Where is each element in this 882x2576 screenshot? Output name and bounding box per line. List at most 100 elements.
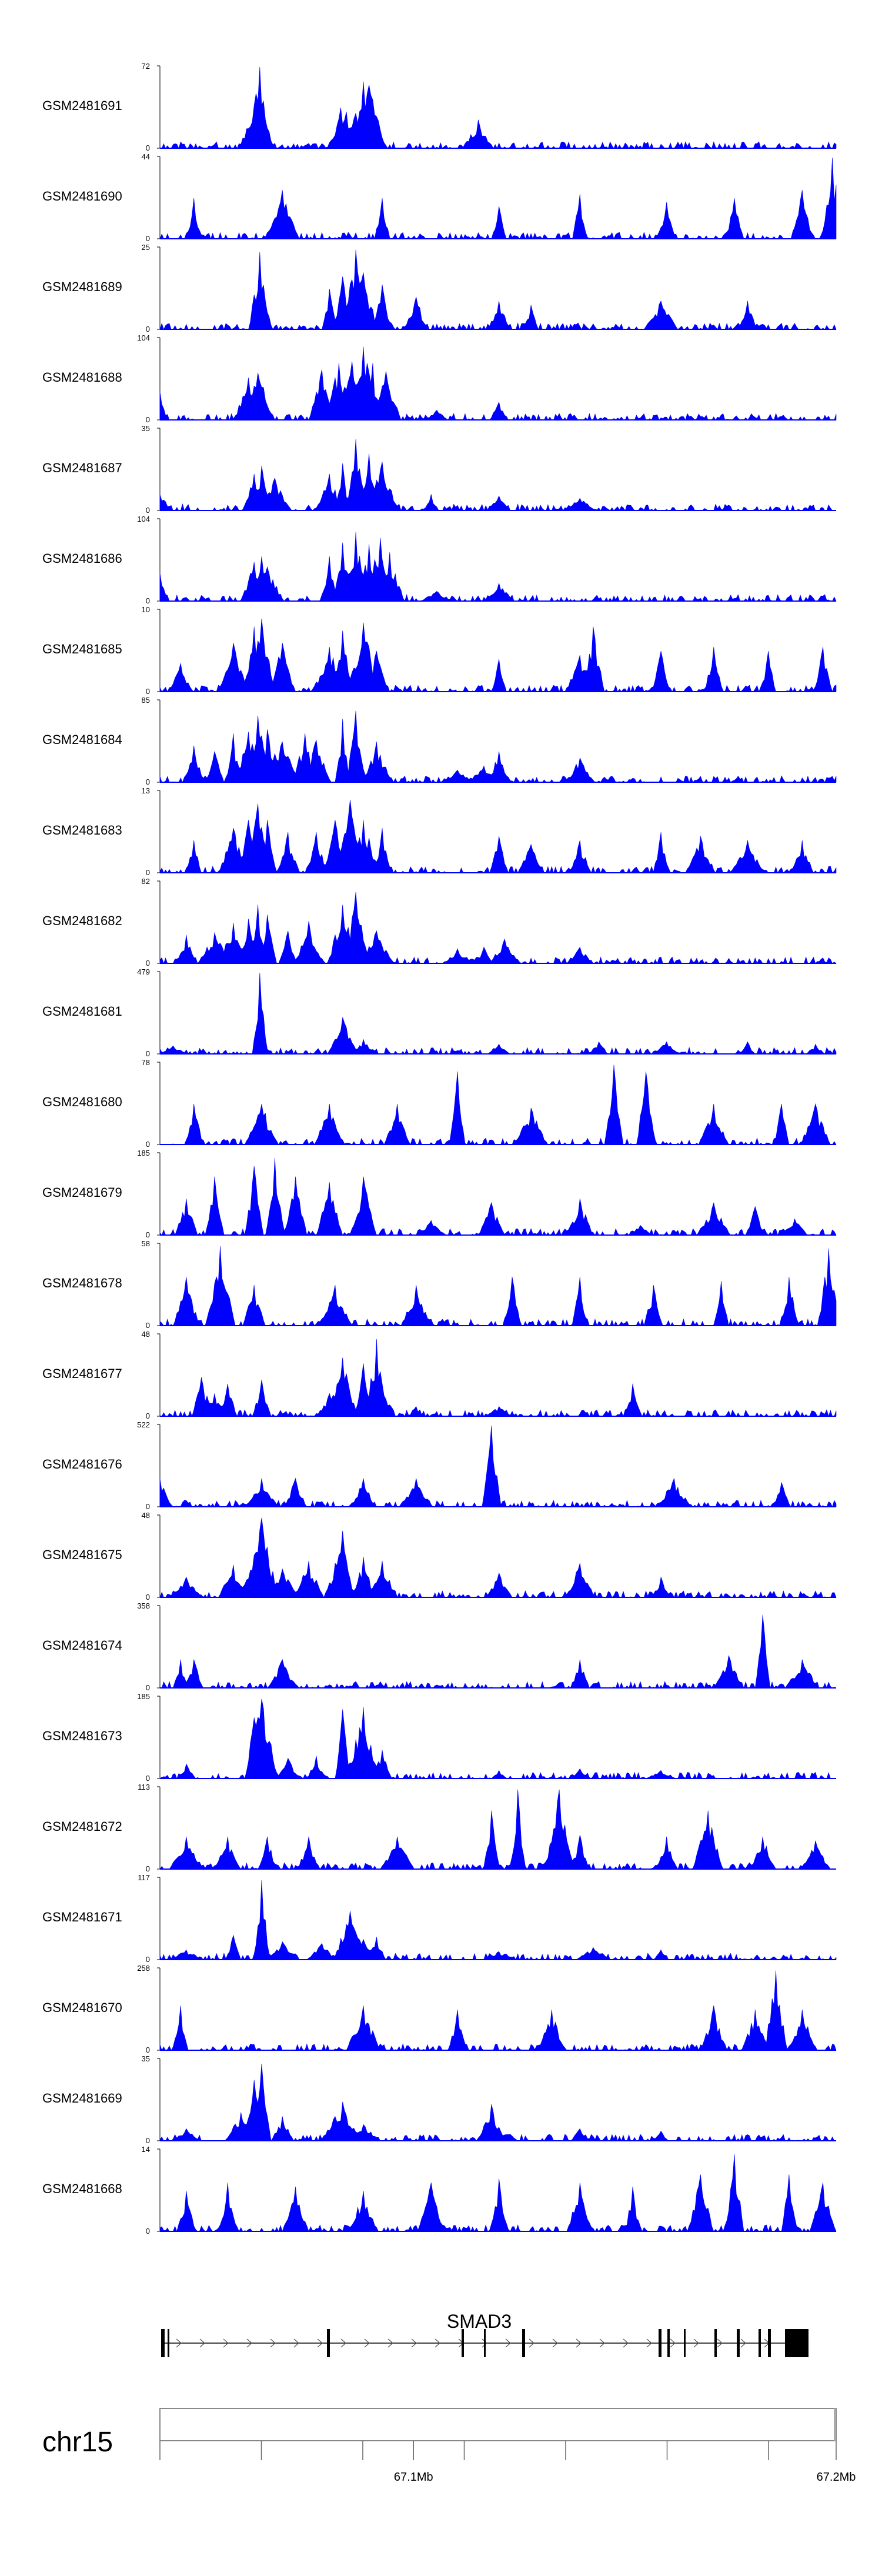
track-signal-area (159, 2154, 837, 2233)
track-ymax-label: 78 (142, 1058, 150, 1067)
track-signal-area (159, 2063, 836, 2141)
track-GSM2481681: GSM2481681 479 0 (42, 967, 837, 1058)
track-label: GSM2481689 (42, 279, 122, 294)
track-GSM2481682: GSM2481682 82 0 (42, 877, 837, 967)
track-signal-area (159, 710, 837, 783)
strand-arrow-icon (740, 2338, 746, 2348)
track-signal-area (159, 249, 837, 331)
track-label: GSM2481691 (42, 98, 122, 113)
track-ymax-label: 82 (142, 877, 150, 886)
strand-arrow-icon (223, 2338, 229, 2348)
chromosome-label: chr15 (42, 2427, 113, 2458)
strand-arrow-icon (293, 2338, 299, 2348)
track-GSM2481679: GSM2481679 185 0 (42, 1149, 837, 1239)
track-ymax-label: 58 (142, 1239, 150, 1248)
track-label: GSM2481690 (42, 189, 122, 203)
track-ymin-label: 0 (146, 325, 150, 333)
track-ymin-label: 0 (146, 2136, 150, 2145)
gene-structure (161, 2329, 808, 2357)
track-label: GSM2481680 (42, 1095, 122, 1109)
gene-exon (714, 2329, 717, 2357)
gene-exon (684, 2329, 686, 2357)
gene-exon (759, 2329, 761, 2357)
strand-arrow-icon (717, 2338, 723, 2348)
track-GSM2481669: GSM2481669 35 0 (42, 2054, 836, 2145)
strand-arrow-icon (693, 2338, 699, 2348)
strand-arrow-icon (364, 2338, 370, 2348)
track-GSM2481676: GSM2481676 522 0 (42, 1420, 837, 1511)
gene-exon (462, 2329, 464, 2357)
track-signal-area (159, 1880, 837, 1960)
track-ymax-label: 25 (142, 243, 150, 252)
strand-arrow-icon (199, 2338, 205, 2348)
track-ymax-label: 522 (137, 1420, 150, 1429)
track-ymin-label: 0 (146, 687, 150, 696)
track-GSM2481668: GSM2481668 14 0 (42, 2145, 837, 2235)
track-signal-area (159, 1157, 837, 1236)
gene-utr-exon (785, 2329, 808, 2357)
track-ymin-label: 0 (146, 959, 150, 967)
track-ymin-label: 0 (146, 1230, 150, 1239)
track-GSM2481674: GSM2481674 358 0 (42, 1601, 837, 1692)
track-ymax-label: 185 (137, 1149, 150, 1157)
track-GSM2481677: GSM2481677 48 0 (42, 1330, 837, 1420)
track-label: GSM2481683 (42, 823, 122, 837)
track-GSM2481685: GSM2481685 10 0 (42, 605, 837, 696)
track-GSM2481690: GSM2481690 44 0 (42, 152, 837, 243)
track-label: GSM2481671 (42, 1910, 122, 1924)
track-ymin-label: 0 (146, 596, 150, 605)
track-GSM2481691: GSM2481691 72 0 (42, 62, 837, 152)
track-label: GSM2481674 (42, 1638, 122, 1653)
track-label: GSM2481676 (42, 1457, 122, 1471)
track-ymax-label: 13 (142, 786, 150, 795)
strand-arrow-icon (482, 2338, 487, 2348)
track-signal-area (159, 1425, 837, 1507)
gene-exon (327, 2329, 330, 2357)
track-ymin-label: 0 (146, 1140, 150, 1149)
strand-arrow-icon (317, 2338, 323, 2348)
track-signal-area (159, 1699, 836, 1779)
strand-arrow-icon (387, 2338, 393, 2348)
gene-exon (484, 2329, 486, 2357)
strand-arrow-icon (552, 2338, 558, 2348)
strand-arrow-icon (646, 2338, 652, 2348)
track-GSM2481673: GSM2481673 185 0 (42, 1692, 836, 1783)
strand-arrow-icon (529, 2338, 534, 2348)
track-label: GSM2481677 (42, 1366, 122, 1381)
track-label: GSM2481685 (42, 642, 122, 656)
track-ymax-label: 185 (137, 1692, 150, 1701)
gene-exon (161, 2329, 165, 2357)
track-GSM2481687: GSM2481687 35 0 (42, 424, 836, 515)
track-ymin-label: 0 (146, 1049, 150, 1058)
gene-model-smad3: SMAD3 (161, 2311, 808, 2357)
track-GSM2481684: GSM2481684 85 0 (42, 696, 837, 786)
gene-exon (667, 2329, 670, 2357)
track-ymax-label: 35 (142, 2054, 150, 2063)
track-ymax-label: 44 (142, 152, 150, 161)
gene-exon (768, 2329, 771, 2357)
track-ymax-label: 113 (138, 1783, 150, 1791)
strand-arrow-icon (270, 2338, 276, 2348)
track-ymin-label: 0 (146, 1955, 150, 1964)
track-ymin-label: 0 (146, 1412, 150, 1420)
strand-arrow-icon (599, 2338, 605, 2348)
track-signal-area (159, 532, 837, 602)
track-signal-area (159, 346, 837, 421)
track-ymin-label: 0 (146, 1502, 150, 1511)
track-GSM2481672: GSM2481672 113 0 (42, 1783, 836, 1873)
track-ymax-label: 48 (142, 1330, 150, 1339)
chromosome-axis: chr15 67.1Mb 67.2Mb (42, 2408, 856, 2484)
track-label: GSM2481678 (42, 1276, 122, 1290)
track-ymin-label: 0 (146, 1864, 150, 1873)
track-label: GSM2481687 (42, 461, 122, 475)
track-signal-area (160, 1339, 837, 1417)
track-signal-area (160, 1614, 837, 1689)
track-label: GSM2481688 (42, 370, 122, 385)
track-ymin-label: 0 (146, 1321, 150, 1330)
track-ymax-label: 10 (142, 605, 150, 614)
track-GSM2481688: GSM2481688 104 0 (42, 333, 837, 424)
track-ymax-label: 14 (142, 2145, 150, 2154)
track-signal-area (159, 1246, 837, 1327)
track-ymin-label: 0 (146, 778, 150, 786)
